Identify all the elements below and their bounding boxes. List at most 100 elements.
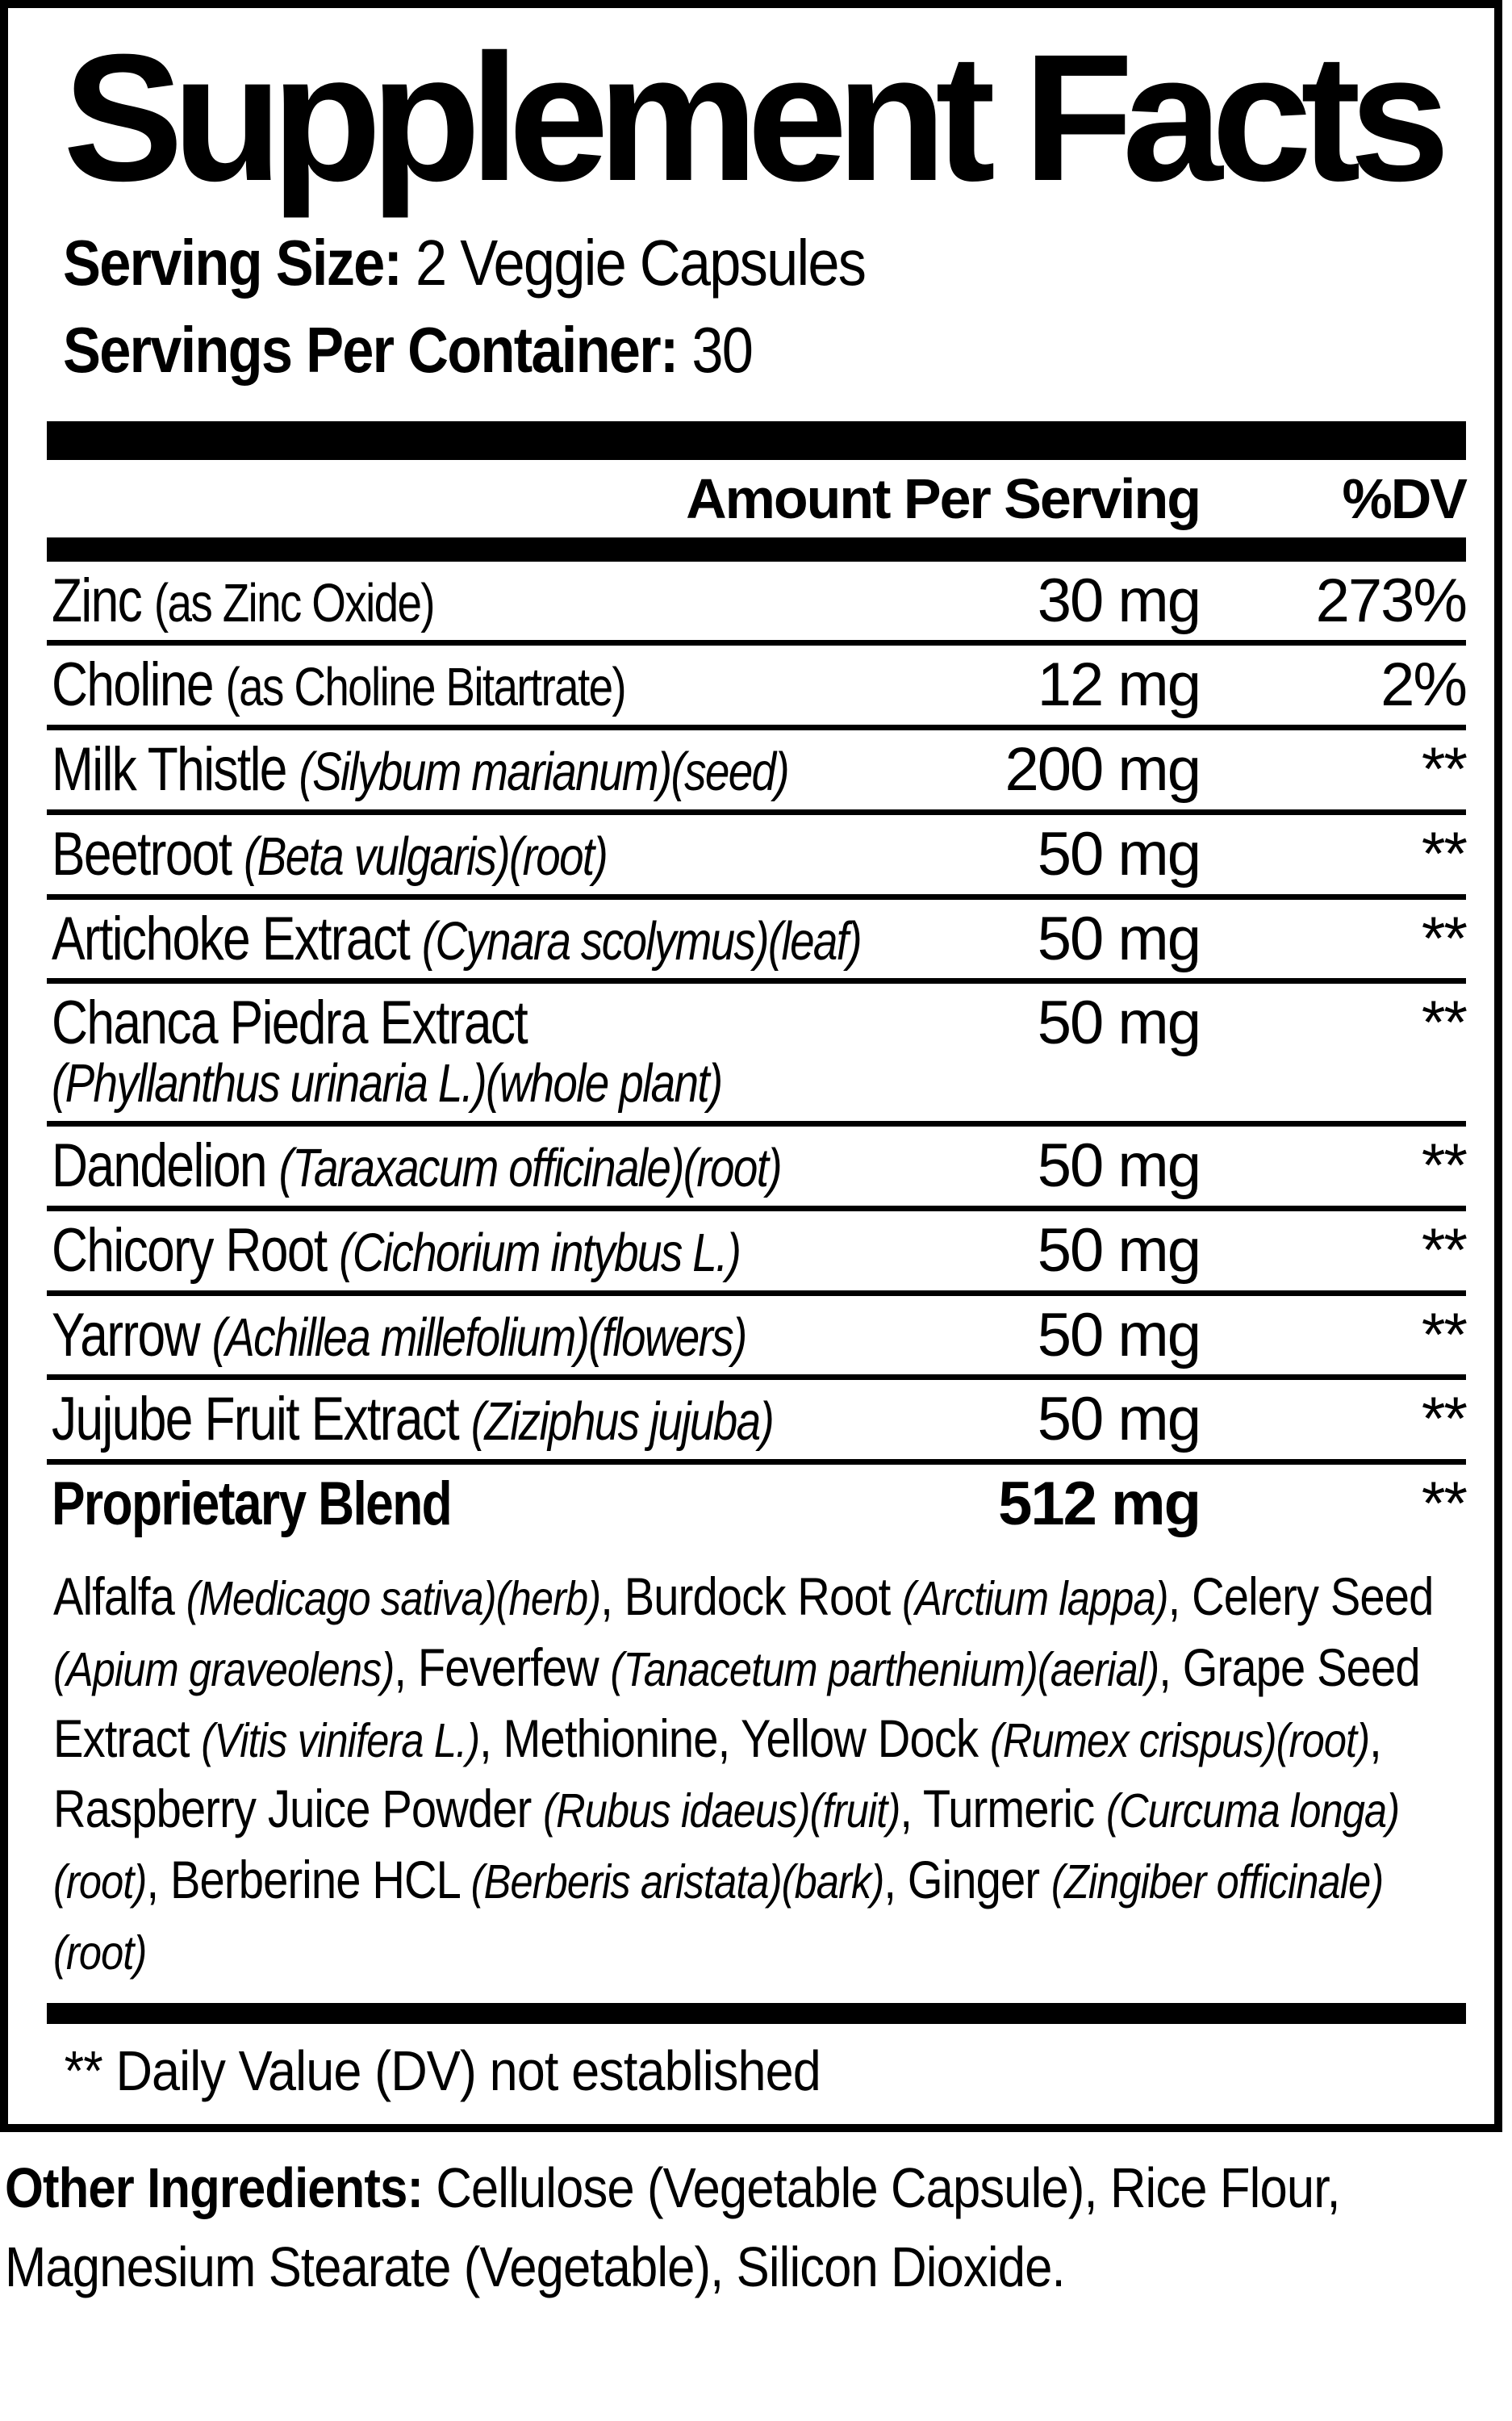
serving-size-label: Serving Size: xyxy=(63,227,403,299)
amount-cell: 50 mg xyxy=(1037,1131,1201,1201)
ingredient-source: (Taraxacum officinale)(root) xyxy=(278,1138,783,1199)
ingredient-source: (Silybum marianum)(seed) xyxy=(299,742,790,803)
ingredient-name-cell: Proprietary Blend xyxy=(52,1472,853,1537)
ingredient-source: (Ziziphus jujuba) xyxy=(470,1391,775,1453)
other-ingredients: Other Ingredients: Cellulose (Vegetable … xyxy=(5,2148,1510,2306)
ingredient-name-cell: Chicory Root (Cichorium intybus L.) xyxy=(52,1215,853,1285)
other-ingredients-text: Cellulose (Vegetable Capsule), Rice Flou… xyxy=(5,2155,1341,2298)
ingredient-name: Milk Thistle xyxy=(52,735,287,805)
amount-cell: 50 mg xyxy=(1037,819,1201,889)
ingredient-name: Proprietary Blend xyxy=(52,1470,453,1539)
blend-botanical-name: (Vitis vinifera L.) xyxy=(201,1712,480,1767)
blend-ingredient: Alfalfa xyxy=(53,1566,186,1627)
other-ingredients-label: Other Ingredients: xyxy=(5,2155,424,2219)
blend-ingredient: , Grape Seed Extract xyxy=(53,1637,1421,1768)
blend-botanical-name: (Arctium lappa) xyxy=(902,1571,1168,1626)
table-row: Zinc (as Zinc Oxide) 30 mg 273% xyxy=(47,562,1468,646)
page-title: Supplement Facts xyxy=(63,17,1450,219)
amount-cell: 12 mg xyxy=(1037,650,1201,720)
ingredient-name: Yarrow xyxy=(52,1300,201,1369)
blend-botanical-name: (Curcuma longa)(root) xyxy=(53,1783,1400,1909)
amount-cell: 512 mg xyxy=(998,1470,1201,1539)
blend-ingredient: , Raspberry Juice Powder xyxy=(53,1708,1382,1839)
dv-cell: ** xyxy=(1421,819,1468,889)
ingredient-name-cell: Yarrow (Achillea millefolium)(flowers) xyxy=(52,1300,853,1369)
ingredient-source: (as Choline Bitartrate) xyxy=(225,657,627,718)
blend-ingredient: , Ginger xyxy=(883,1850,1051,1910)
ingredient-name-cell: Zinc (as Zinc Oxide) xyxy=(52,566,853,635)
serving-size-value: 2 Veggie Capsules xyxy=(416,227,867,299)
dv-cell: ** xyxy=(1421,735,1468,805)
amount-cell: 200 mg xyxy=(1005,735,1202,805)
blend-ingredient: , Celery Seed xyxy=(1167,1566,1435,1627)
blend-ingredient: , Methionine, Yellow Dock xyxy=(479,1708,990,1768)
blend-botanical-name: (Apium graveolens) xyxy=(53,1641,395,1696)
ingredient-source: (as Zinc Oxide) xyxy=(153,572,436,633)
ingredient-name: Beetroot xyxy=(52,819,232,889)
blend-botanical-name: (Rubus idaeus)(fruit) xyxy=(543,1783,900,1838)
table-row: Proprietary Blend 512 mg ** xyxy=(47,1465,1468,1544)
dv-cell: ** xyxy=(1421,989,1468,1058)
table-row: Beetroot (Beta vulgaris)(root) 50 mg ** xyxy=(47,815,1468,900)
table-row: Milk Thistle (Silybum marianum)(seed) 20… xyxy=(47,730,1468,815)
table-row: Choline (as Choline Bitartrate) 12 mg 2% xyxy=(47,646,1468,731)
servings-per-container-value: 30 xyxy=(691,314,754,386)
proprietary-blend-ingredients: Alfalfa (Medicago sativa)(herb), Burdock… xyxy=(53,1562,1473,1987)
blend-botanical-name: (Zingiber officinale)(root) xyxy=(53,1854,1384,1980)
servings-per-container-label: Servings Per Container: xyxy=(63,314,679,386)
daily-value-footnote: ** Daily Value (DV) not established xyxy=(64,2038,821,2102)
dv-cell: ** xyxy=(1421,1470,1468,1539)
ingredient-name-cell: Choline (as Choline Bitartrate) xyxy=(52,653,853,717)
dv-cell: ** xyxy=(1421,904,1468,973)
ingredient-name: Zinc xyxy=(52,566,143,635)
blend-ingredient: , Turmeric xyxy=(900,1779,1107,1839)
thick-divider-top xyxy=(47,421,1466,460)
ingredient-name: Chanca Piedra Extract xyxy=(52,989,528,1058)
dv-cell: ** xyxy=(1421,1300,1468,1369)
table-row: Chanca Piedra Extract (Phyllanthus urina… xyxy=(47,984,1468,1127)
ingredient-source: (Cynara scolymus)(leaf) xyxy=(421,910,863,972)
percent-dv-header: %DV xyxy=(1342,467,1468,530)
amount-cell: 50 mg xyxy=(1037,1300,1201,1369)
blend-botanical-name: (Tanacetum parthenium)(aerial) xyxy=(610,1641,1160,1696)
ingredient-source-line2: (Phyllanthus urinaria L.)(whole plant) xyxy=(52,1053,723,1114)
amount-cell: 50 mg xyxy=(1037,1215,1201,1285)
ingredient-name: Choline xyxy=(52,650,215,720)
table-row: Dandelion (Taraxacum officinale)(root) 5… xyxy=(47,1127,1468,1211)
servings-per-container-line: Servings Per Container: 30 xyxy=(63,307,1297,394)
amount-cell: 50 mg xyxy=(1037,989,1201,1058)
thick-divider-header xyxy=(47,537,1466,562)
blend-botanical-name: (Medicago sativa)(herb) xyxy=(186,1571,601,1626)
ingredient-name: Jujube Fruit Extract xyxy=(52,1385,460,1454)
ingredient-name: Chicory Root xyxy=(52,1215,328,1285)
serving-size-line: Serving Size: 2 Veggie Capsules xyxy=(63,220,1297,307)
dv-cell: ** xyxy=(1421,1385,1468,1454)
ingredient-name-cell: Dandelion (Taraxacum officinale)(root) xyxy=(52,1134,853,1198)
dv-cell: 2% xyxy=(1380,650,1468,720)
ingredient-name-cell: Milk Thistle (Silybum marianum)(seed) xyxy=(52,738,853,802)
ingredient-source: (Cichorium intybus L.) xyxy=(339,1222,741,1283)
ingredient-source: (Achillea millefolium)(flowers) xyxy=(211,1307,748,1368)
blend-ingredient: , Burdock Root xyxy=(600,1566,903,1627)
thick-divider-bottom xyxy=(47,2002,1466,2024)
ingredient-name: Dandelion xyxy=(52,1131,268,1201)
blend-ingredient: , Berberine HCL xyxy=(146,1850,471,1910)
amount-cell: 50 mg xyxy=(1037,1385,1201,1454)
supplement-facts-box: Supplement Facts Serving Size: 2 Veggie … xyxy=(0,0,1502,2132)
ingredient-name-cell: Beetroot (Beta vulgaris)(root) xyxy=(52,822,853,887)
column-header-row: Amount Per Serving %DV xyxy=(47,467,1468,530)
table-row: Yarrow (Achillea millefolium)(flowers) 5… xyxy=(47,1296,1468,1381)
blend-botanical-name: (Berberis aristata)(bark) xyxy=(470,1854,885,1909)
dv-cell: ** xyxy=(1421,1215,1468,1285)
table-row: Artichoke Extract (Cynara scolymus)(leaf… xyxy=(47,900,1468,985)
ingredient-name-cell: Chanca Piedra Extract (Phyllanthus urina… xyxy=(52,991,853,1114)
table-row: Chicory Root (Cichorium intybus L.) 50 m… xyxy=(47,1211,1468,1296)
amount-cell: 50 mg xyxy=(1037,904,1201,973)
ingredient-name: Artichoke Extract xyxy=(52,904,411,973)
amount-cell: 30 mg xyxy=(1037,566,1201,635)
blend-ingredient: , Feverfew xyxy=(394,1637,611,1697)
table-row: Jujube Fruit Extract (Ziziphus jujuba) 5… xyxy=(47,1380,1468,1466)
ingredient-name-cell: Jujube Fruit Extract (Ziziphus jujuba) xyxy=(52,1387,853,1452)
ingredient-table: Zinc (as Zinc Oxide) 30 mg 273% Choline … xyxy=(47,562,1468,1545)
